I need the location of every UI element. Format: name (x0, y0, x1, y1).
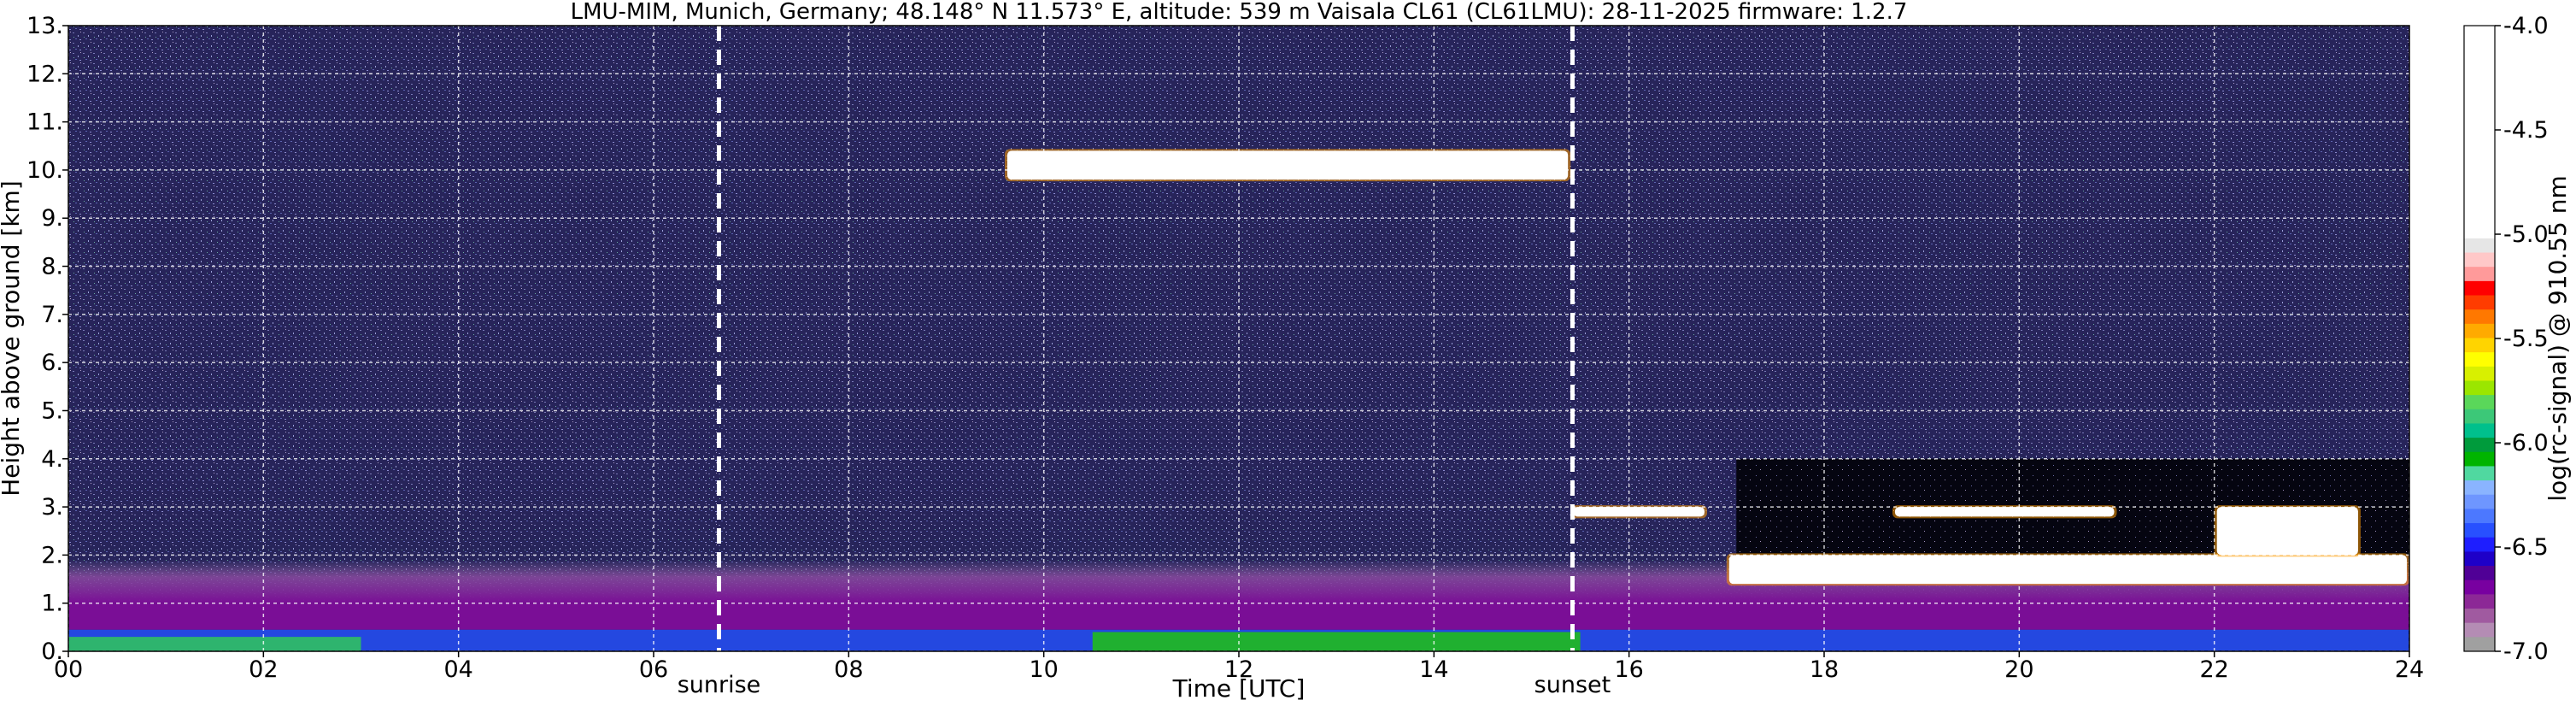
colorbar-tick-label: -5.5 (2503, 326, 2549, 352)
cloud-core (1007, 150, 1569, 180)
cloud-cloud (2214, 505, 2361, 557)
colorbar-segment (2464, 352, 2495, 368)
colorbar-tick-label: -6.5 (2503, 534, 2549, 561)
cloud-cirrus (1005, 149, 1571, 182)
colorbar-segment (2464, 395, 2495, 410)
y-axis-label: Height above ground [km] (0, 180, 25, 497)
y-tick-label: 9. (41, 205, 63, 232)
colorbar-segment (2464, 594, 2495, 609)
x-tick-label: 22 (2199, 656, 2228, 683)
y-axis-ticks: 0. 1. 2. 3. 4. 5. 6. 7. 8. 9. 10. 11. 12. 13. (26, 13, 68, 665)
colorbar-segment (2464, 323, 2495, 338)
marker-label-sunrise: sunrise (678, 672, 761, 698)
x-tick-label: 18 (1810, 656, 1839, 683)
layer-surface-green (1092, 632, 1581, 651)
cloud-core (2216, 507, 2358, 556)
cloud-cloud (1892, 505, 2117, 519)
x-tick-label: 08 (834, 656, 863, 683)
plot-area (68, 26, 2409, 651)
cloud-cloud (1726, 553, 2409, 586)
x-tick-label: 06 (639, 656, 668, 683)
cloud-core (1573, 507, 1705, 517)
colorbar-tick-label: -4.5 (2503, 117, 2549, 144)
colorbar-segment (2464, 622, 2495, 638)
sun-markers (716, 26, 1575, 651)
colorbar-segment (2464, 252, 2495, 268)
x-tick-label: 16 (1614, 656, 1643, 683)
colorbar-segment (2464, 380, 2495, 396)
marker-label-sunset: sunset (1534, 672, 1611, 698)
y-tick-label: 13. (26, 13, 63, 39)
x-tick-label: 20 (2004, 656, 2033, 683)
y-tick-label: 0. (41, 638, 63, 665)
y-tick-label: 4. (41, 446, 63, 473)
colorbar-segment (2464, 409, 2495, 424)
colorbar-segment (2464, 280, 2495, 297)
sun-marker-labels: sunrise sunset (678, 672, 1611, 698)
colorbar-segment (2464, 537, 2495, 552)
colorbar-segment (2464, 580, 2495, 595)
layer-surface-green (68, 637, 361, 651)
colorbar-segment (2464, 480, 2495, 496)
y-tick-label: 3. (41, 494, 63, 521)
x-tick-label: 12 (1224, 656, 1253, 683)
colorbar-segment (2464, 523, 2495, 538)
colorbar-segment (2464, 423, 2495, 438)
y-tick-label: 12. (26, 61, 63, 87)
x-axis-label: Time [UTC] (1172, 674, 1306, 703)
colorbar-segment (2464, 566, 2495, 581)
colorbar-segment (2464, 551, 2495, 567)
colorbar-segment (2464, 26, 2495, 238)
colorbar-segment (2464, 509, 2495, 524)
colorbar-segment (2464, 338, 2495, 353)
x-tick-label: 02 (249, 656, 278, 683)
cloud-core (1894, 507, 2115, 517)
y-tick-label: 11. (26, 109, 63, 136)
colorbar-segment (2464, 637, 2495, 652)
cloud-core (1728, 555, 2407, 585)
colorbar-segment (2464, 494, 2495, 509)
colorbar-segment (2464, 451, 2495, 467)
x-tick-label: 14 (1419, 656, 1448, 683)
colorbar-segment (2464, 466, 2495, 481)
y-tick-label: 1. (41, 591, 63, 617)
x-tick-label: 04 (443, 656, 472, 683)
cloud-cloud (1570, 505, 1707, 519)
chart-title: LMU-MIM, Munich, Germany; 48.148° N 11.5… (571, 0, 1908, 25)
colorbar-segment (2464, 609, 2495, 624)
colorbar-tick-label: -6.0 (2503, 430, 2549, 456)
colorbar-tick-label: -7.0 (2503, 638, 2549, 665)
colorbar-segment (2464, 238, 2495, 254)
colorbar-segment (2464, 366, 2495, 381)
x-tick-label: 24 (2395, 656, 2424, 683)
y-tick-label: 6. (41, 350, 63, 376)
colorbar-segment (2464, 438, 2495, 453)
y-tick-label: 2. (41, 542, 63, 568)
y-tick-label: 5. (41, 397, 63, 424)
x-tick-label: 10 (1029, 656, 1058, 683)
colorbar-segment (2464, 267, 2495, 282)
colorbar-segment (2464, 309, 2495, 325)
y-tick-label: 7. (41, 302, 63, 328)
colorbar-tick-label: -4.0 (2503, 13, 2549, 39)
colorbar-label: log(rc-signal) @ 910.55 nm (2544, 175, 2572, 501)
colorbar-segment (2464, 295, 2495, 310)
y-tick-label: 10. (26, 157, 63, 184)
x-tick-label: 00 (54, 656, 83, 683)
colorbar-tick-label: -5.0 (2503, 221, 2549, 248)
colorbar: -4.0 -4.5 -5.0 -5.5 -6.0 -6.5 -7.0 (2463, 13, 2549, 665)
cloud-features (1005, 149, 2409, 586)
x-axis-ticks: 00 02 04 06 08 10 12 14 16 18 20 22 24 (54, 651, 2424, 683)
y-tick-label: 8. (41, 254, 63, 280)
grid-lines (68, 26, 2409, 651)
